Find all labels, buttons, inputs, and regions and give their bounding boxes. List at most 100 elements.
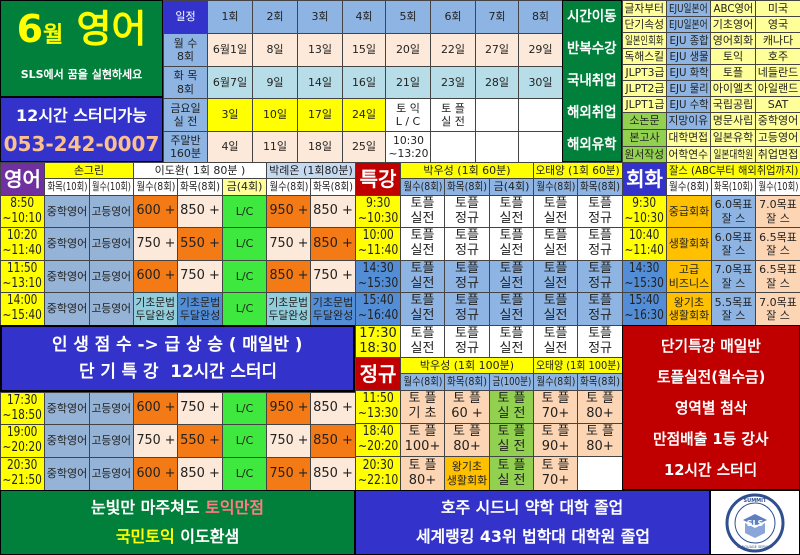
conversation-row: 14:30 ~15:30 고급 비즈니스 7.0목표 잘 스 6.5목표 잘 스 (622, 260, 800, 293)
special-header: 오태양 (1회 60분) (533, 162, 622, 179)
special-cell: 토플 실전 (533, 292, 579, 326)
footer-line: 세계랭킹 43위 법학대 대학원 졸업 (415, 526, 650, 546)
schedule-cell-text: 29일 (528, 43, 553, 57)
regular-cell-text: 토 플 80+ (585, 391, 615, 421)
courses-cell-text: EJU일본어 (669, 17, 708, 31)
courses-cell: EJU일본어 (666, 0, 711, 17)
english_evening-header: 17:30 ~18:50 (0, 392, 45, 425)
special-cell-text: 토플 정규 (588, 228, 612, 258)
english-cell: 고등영어 (89, 260, 134, 293)
english_evening-header: L/C (222, 392, 267, 425)
conversation-cell-text: 7.0목표 잘 스 (714, 263, 753, 290)
courses-cell-text: 네들란드 (757, 65, 799, 79)
courses-cell: 원서작성 (622, 146, 667, 162)
english-cell: 중학영어 (44, 260, 90, 293)
schedule-cell: 주말반 160분 (163, 131, 208, 162)
english-cell: L/C (221, 260, 268, 293)
courses-cell: EJU일본어 (666, 16, 711, 33)
schedule-cell (518, 131, 562, 162)
conversation-cell-text: 잘스 (ABC부터 해외취업까지) (668, 163, 799, 177)
schedule-cell-text: 6월1일 (212, 43, 248, 57)
special-cell: 토플 실전 (400, 292, 445, 326)
special-cell: 토플 정규 (444, 325, 490, 357)
courses-cell-text: 소논문 (629, 114, 660, 128)
subject: 영어 (76, 7, 147, 51)
schedule-cell-text: 3일 (221, 108, 239, 122)
courses-cell: EJU 화학 (666, 64, 711, 81)
special-row: 14:30 ~15:30 토플 실전 토플 정규 토플 실전 토플 실전 토플 정규 (355, 260, 622, 293)
conversation-row: 10:40 ~11:40 생활회화 6.0목표 잘 스 6.5목표 잘 스 (622, 227, 800, 261)
special-cell-text: 특강 (359, 167, 397, 191)
special-cell-text: 금(4회) (493, 180, 530, 194)
regular-cell: 토 플 실 전 (489, 423, 534, 457)
english-row: 11:50 ~13:10 중학영어 고등영어 600 + 750 + L/C 850 + 75… (0, 260, 355, 293)
courses-cell: 일본유학 (710, 129, 756, 147)
courses-cell: JLPT1급 (622, 96, 667, 113)
english_evening-cell-text: 550 + (180, 432, 220, 448)
english_evening-cell: 중학영어 (44, 424, 90, 458)
conversation-cell-text: 14:30 ~15:30 (624, 260, 665, 291)
schedule-cell: 4일 (207, 131, 253, 162)
regular-cell-text: 토 플 80+ (408, 457, 437, 488)
courses-cell-text: EJU 물리 (668, 81, 708, 95)
english_evening-cell-text: L/C (235, 434, 254, 448)
schedule-cell: 15일 (342, 33, 386, 67)
english-cell-text: 기초문법 두달완성 (179, 295, 221, 322)
regular-cell: 토 플 60 + (444, 390, 490, 424)
special-cell: 14:30 ~15:30 (355, 260, 401, 293)
special-cell: 토플 실전 (488, 260, 535, 293)
special-cell-text: 토플 정규 (588, 293, 612, 323)
promo-line: 영역별 첨삭 (674, 398, 748, 417)
english_evening-cell-text: 고등영어 (91, 467, 132, 481)
schedule-cell-text: 7회 (488, 10, 506, 24)
special-cell: 15:40 ~16:40 (355, 292, 401, 326)
english-cell-text: 박례온 (1회80분) (269, 163, 353, 177)
schedule-cell-text: 10:30 ~13:20 (388, 133, 428, 160)
regular-cell-text: 박우성 (1회 100분) (419, 358, 515, 372)
conversation-cell: 10:40 ~11:40 (622, 227, 667, 261)
schedule-cell (518, 98, 562, 132)
conversation-cell: 14:30 ~15:30 (622, 260, 667, 293)
phone-number[interactable]: 053-242-0007 (3, 132, 160, 156)
schedule-cell-text: 월 수 8회 (173, 36, 198, 63)
courses-cell-text: 글자부터 (624, 1, 665, 15)
english-cell: 750 + (266, 227, 312, 261)
sls-logo: SLS SUMMIT LANGUAGE SERVICE (710, 490, 800, 555)
english-cell-text: 750 + (136, 235, 175, 251)
conversation-cell-text: 월수(10회) (758, 180, 798, 194)
special-cell-text: 토플 정규 (588, 325, 612, 356)
conversation-cell-text: 10:40 ~11:40 (624, 228, 665, 258)
courses-cell: 중학영어 (755, 112, 800, 130)
special-cell: 토플 실전 (533, 325, 579, 357)
conversation-cell-text: 월수(8회) (669, 180, 709, 194)
special-cell: 토플 정규 (577, 227, 622, 261)
conversation-cell-text: 고급 비즈니스 (668, 263, 710, 290)
english-cell: L/C (221, 195, 268, 228)
courses-cell: 명문사립 (710, 112, 756, 130)
footer-highlight: 국민토익 (115, 526, 175, 546)
english-cell-text: 600 + (136, 203, 175, 219)
schedule-cell-text: 4회 (355, 10, 373, 24)
schedule-cell-text: 1회 (221, 10, 239, 24)
regular-cell: 월수(8회) (533, 373, 578, 391)
special-row: 15:40 ~16:40 토플 실전 토플 정규 토플 실전 토플 실전 토플 정규 (355, 292, 622, 326)
courses-cell-text: 중학영어 (757, 114, 799, 128)
conversation-cell-text: 7.0목표 잘 스 (759, 295, 797, 322)
courses-cell-text: 캐나다 (762, 33, 794, 47)
regular-cell-text: 화목(8회) (447, 375, 487, 389)
conversation-cell-text: 6.0목표 잘 스 (714, 230, 753, 257)
special-cell-text: 토플 실전 (543, 228, 568, 258)
english-cell: 750 + (133, 227, 178, 261)
english_evening-cell-text: 고등영어 (91, 401, 132, 415)
english_evening-cell: 850 + (177, 457, 223, 490)
regular-cell: 토 플 실 전 (489, 390, 534, 424)
special-cell-text: 토플 정규 (455, 228, 479, 258)
courses-cell-text: SAT (767, 97, 789, 111)
courses-cell-text: 지망이유 (668, 114, 709, 128)
courses-cell-text: 호주 (767, 49, 789, 63)
courses-cell: EJU 종합 (666, 32, 711, 49)
schedule-cell: 21일 (385, 66, 431, 99)
special-cell-text: 월수(8회) (403, 180, 442, 194)
english-cell: 850 + (177, 195, 223, 228)
schedule-cell: 20일 (385, 33, 431, 67)
